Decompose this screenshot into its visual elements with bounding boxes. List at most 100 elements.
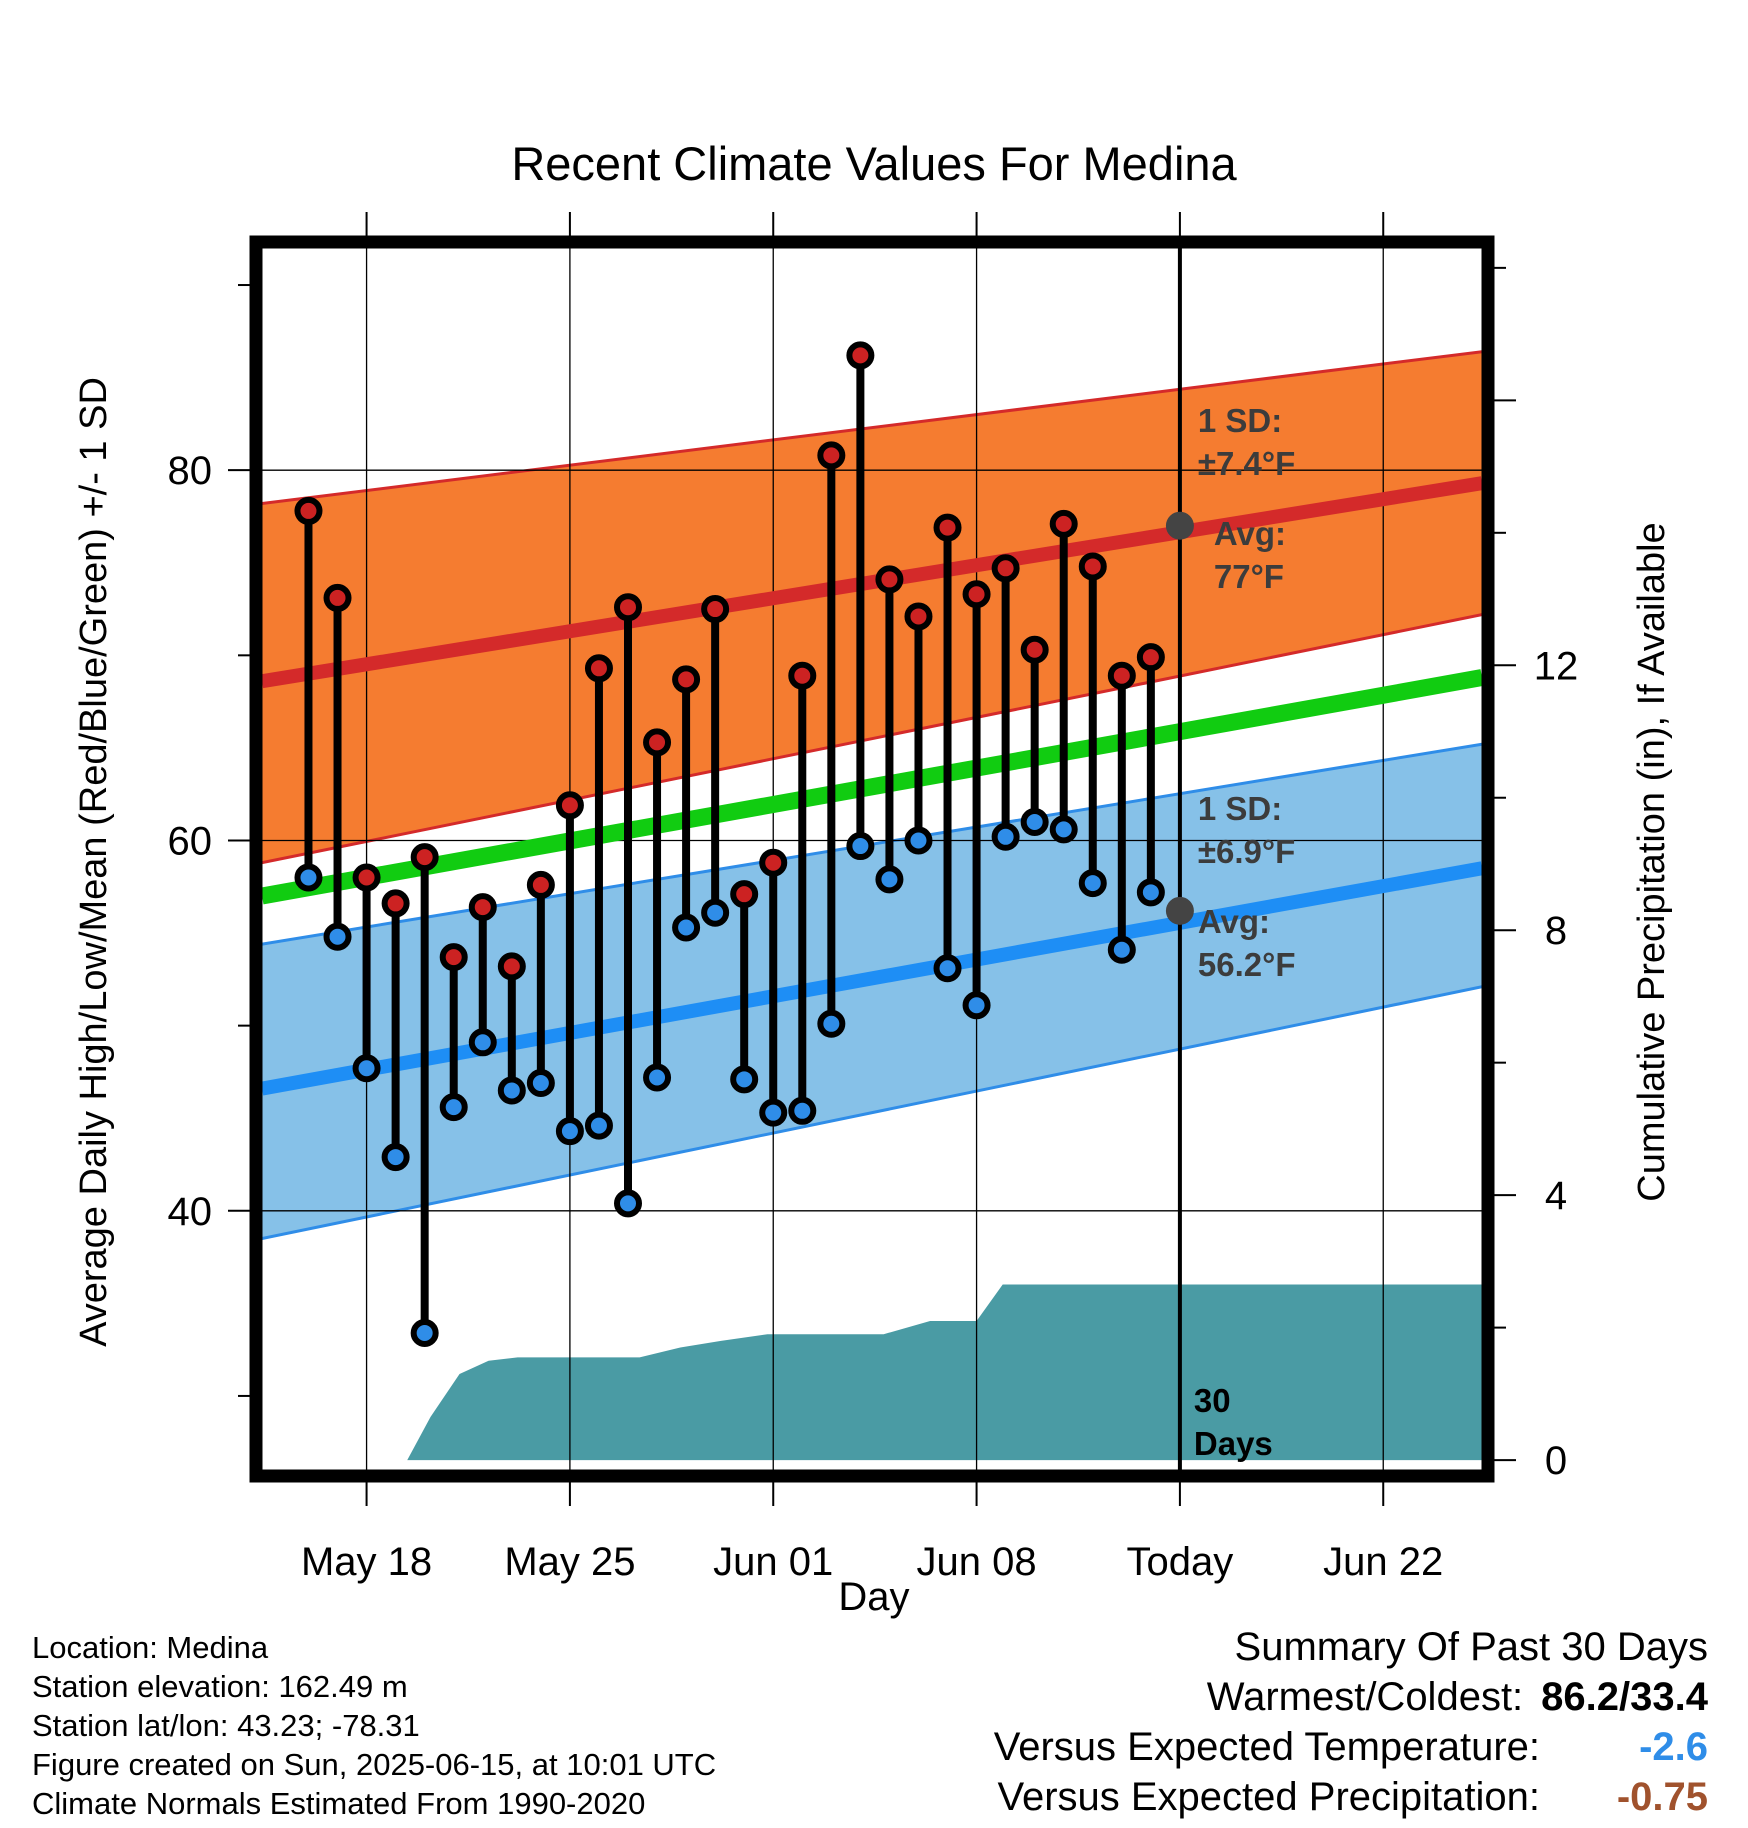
high-point — [933, 513, 962, 542]
normal-low-line — [262, 861, 1482, 1096]
high-point — [991, 554, 1020, 583]
y-tick-label: 40 — [168, 1190, 213, 1234]
high-avg-value: 77°F — [1214, 558, 1284, 595]
x-tick-label: Jun 01 — [713, 1540, 833, 1584]
elevation-text: Station elevation: 162.49 m — [32, 1669, 408, 1704]
high-point — [555, 791, 584, 820]
precip-area — [262, 1284, 1482, 1461]
low-point — [991, 822, 1020, 851]
high-point — [846, 341, 875, 370]
high-point — [1049, 509, 1078, 538]
high-point — [294, 496, 323, 525]
low-sd-band-lower-edge — [262, 985, 1482, 1241]
low-point — [352, 1054, 381, 1083]
y-tick-label: 80 — [168, 449, 213, 493]
low-point — [614, 1189, 642, 1218]
station-info: Location: Medina Station elevation: 162.… — [32, 1628, 716, 1823]
high-point — [817, 441, 846, 470]
high-point — [1136, 643, 1165, 672]
high-point — [526, 870, 555, 899]
high-point — [497, 952, 526, 981]
low-point — [497, 1076, 526, 1105]
low-point — [672, 913, 701, 942]
y2-tick-label: 4 — [1545, 1174, 1567, 1218]
low-sd-label: 1 SD: — [1198, 790, 1282, 827]
low-point — [817, 1009, 846, 1038]
precip-departure-value: -0.75 — [1616, 1775, 1708, 1819]
precip-departure-row: Versus Expected Precipitation: -0.75 — [994, 1772, 1708, 1822]
warm-cold-label: Warmest/Coldest: — [1206, 1675, 1524, 1719]
high-point — [701, 595, 730, 624]
high-sd-value: ±7.4°F — [1198, 445, 1295, 482]
y2-tick-label: 8 — [1545, 909, 1567, 953]
climate-chart: 1 SD: ±7.4°F Avg: 77°F 1 SD: ±6.9°F Avg: 56.2°F… — [73, 137, 1673, 1619]
period-label: 30 — [1194, 1382, 1231, 1419]
low-point — [1107, 935, 1136, 964]
high-point — [468, 893, 497, 922]
high-point — [584, 654, 613, 683]
latlon-text: Station lat/lon: 43.23; -78.31 — [32, 1708, 420, 1743]
y2-axis-label: Cumulative Precipitation (in), If Availa… — [1631, 522, 1673, 1201]
x-tick-label: Jun 08 — [917, 1540, 1037, 1584]
low-point — [439, 1093, 468, 1122]
low-point — [323, 922, 352, 951]
low-sd-value: ±6.9°F — [1198, 833, 1295, 870]
high-sd-band — [262, 351, 1482, 863]
today-low-normal-marker — [1165, 896, 1194, 925]
high-point — [1078, 552, 1107, 581]
high-point — [323, 583, 352, 612]
low-point — [788, 1096, 817, 1125]
low-point — [904, 826, 933, 855]
low-avg-value: 56.2°F — [1198, 946, 1296, 983]
high-point — [643, 728, 672, 757]
created-text: Figure created on Sun, 2025-06-15, at 10… — [32, 1747, 717, 1782]
high-point — [730, 880, 759, 909]
high-sd-band-lower-edge — [262, 613, 1482, 865]
period-label: Days — [1194, 1425, 1273, 1462]
normal-mean-line — [262, 669, 1482, 905]
high-point — [672, 665, 701, 694]
high-point — [410, 843, 439, 872]
low-point — [643, 1063, 672, 1092]
y-tick-label: 60 — [168, 819, 213, 863]
low-point — [294, 863, 323, 892]
high-point — [904, 602, 933, 631]
plot-area — [262, 248, 1482, 1470]
precip-departure-label: Versus Expected Precipitation: — [997, 1775, 1540, 1819]
low-point — [1020, 807, 1049, 836]
high-point — [788, 661, 817, 690]
low-point — [555, 1117, 584, 1146]
today-high-normal-marker — [1165, 511, 1194, 540]
low-point — [468, 1028, 497, 1057]
high-point — [1107, 661, 1136, 690]
low-point — [410, 1318, 439, 1347]
normal-high-line — [262, 476, 1482, 689]
low-point — [759, 1098, 788, 1127]
temp-departure-value: -2.6 — [1639, 1725, 1708, 1769]
low-point — [584, 1111, 613, 1140]
chart-title: Recent Climate Values For Medina — [511, 137, 1237, 190]
low-point — [526, 1069, 555, 1098]
high-point — [381, 889, 410, 918]
summary-panel: Summary Of Past 30 Days Warmest/Coldest:… — [994, 1622, 1708, 1822]
low-point — [1078, 869, 1107, 898]
y2-tick-label: 0 — [1545, 1439, 1567, 1483]
low-point — [1049, 815, 1078, 844]
x-axis-label: Day — [838, 1575, 909, 1619]
low-avg-label: Avg: — [1198, 903, 1270, 940]
high-point — [1020, 635, 1049, 664]
warm-cold-row: Warmest/Coldest: 86.2/33.4 — [994, 1672, 1708, 1722]
x-tick-label: May 25 — [504, 1540, 635, 1584]
warm-cold-value: 86.2/33.4 — [1541, 1675, 1708, 1719]
y-axis-label: Average Daily High/Low/Mean (Red/Blue/Gr… — [73, 377, 115, 1347]
high-point — [439, 943, 468, 972]
low-point — [381, 1143, 410, 1172]
x-tick-label: Jun 22 — [1323, 1540, 1443, 1584]
x-tick-label: May 18 — [301, 1540, 432, 1584]
high-point — [614, 593, 642, 622]
y2-tick-label: 12 — [1534, 644, 1579, 688]
low-point — [730, 1065, 759, 1094]
plot-frame — [249, 235, 1495, 1483]
high-point — [759, 848, 788, 877]
temp-departure-label: Versus Expected Temperature: — [993, 1725, 1540, 1769]
